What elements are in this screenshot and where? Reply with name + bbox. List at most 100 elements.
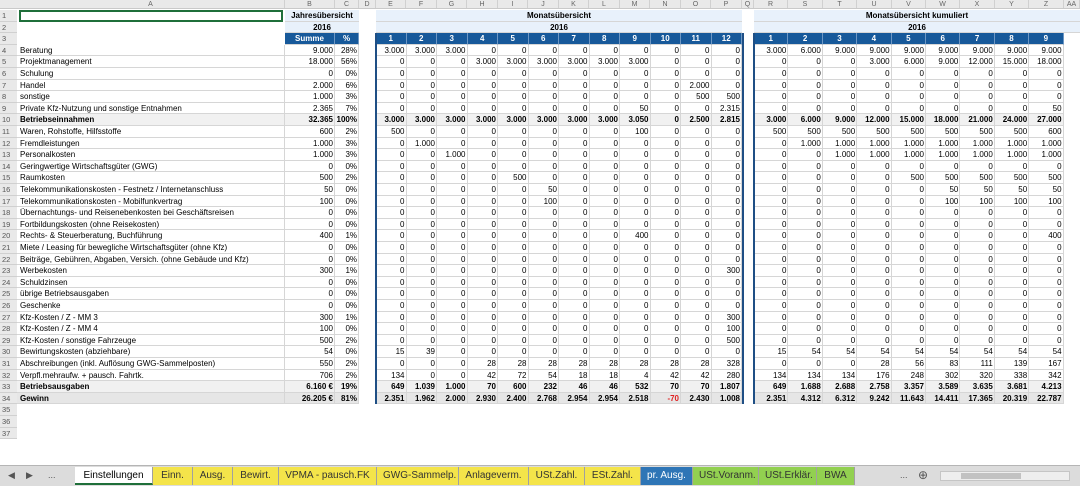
row-label[interactable]: Telekommunikationskosten - Mobilfunkvert…: [17, 195, 285, 208]
month-cell[interactable]: 0: [589, 149, 620, 161]
kum-cell[interactable]: 0: [1029, 323, 1064, 335]
kum-cell[interactable]: 0: [960, 334, 995, 347]
kum-cell[interactable]: 0: [1029, 160, 1064, 173]
month-cell[interactable]: 0: [406, 230, 437, 242]
month-cell[interactable]: 0: [376, 230, 407, 242]
month-cell[interactable]: 3.000: [559, 56, 590, 68]
month-cell[interactable]: 0: [650, 102, 681, 115]
spreadsheet-grid[interactable]: 1 Jahresübersicht Monatsübersicht Monatsübe…: [0, 10, 1080, 445]
month-cell[interactable]: 39: [406, 346, 437, 358]
month-cell[interactable]: 3.000: [376, 114, 407, 126]
month-cell[interactable]: 0: [467, 184, 498, 196]
kum-cell[interactable]: 248: [891, 369, 926, 382]
month-cell[interactable]: 0: [559, 207, 590, 219]
month-cell[interactable]: 0: [620, 195, 651, 208]
kum-cell[interactable]: 500: [960, 126, 995, 138]
sum-cell[interactable]: 50: [285, 184, 335, 196]
kum-cell[interactable]: 0: [926, 207, 961, 219]
kum-cell[interactable]: 9.000: [857, 44, 892, 57]
month-cell[interactable]: 0: [620, 44, 651, 57]
row-number[interactable]: 8: [0, 91, 17, 103]
month-cell[interactable]: 0: [589, 79, 620, 92]
month-cell[interactable]: 0: [406, 276, 437, 289]
sum-cell[interactable]: 6.160 €: [285, 381, 335, 393]
month-cell[interactable]: 0: [711, 126, 742, 138]
kum-cell[interactable]: 0: [788, 300, 823, 312]
kum-cell[interactable]: 1.688: [788, 381, 823, 393]
month-cell[interactable]: 0: [437, 253, 468, 266]
row-number[interactable]: 26: [0, 300, 17, 312]
month-cell[interactable]: 0: [650, 311, 681, 324]
kum-cell[interactable]: 0: [891, 160, 926, 173]
month-cell[interactable]: 1.000: [406, 137, 437, 150]
kum-cell[interactable]: 0: [754, 242, 789, 254]
kum-month-header[interactable]: 9: [1029, 33, 1064, 45]
month-cell[interactable]: 134: [376, 369, 407, 382]
month-cell[interactable]: 0: [437, 195, 468, 208]
month-cell[interactable]: 0: [528, 149, 559, 161]
month-cell[interactable]: 0: [498, 346, 529, 358]
month-cell[interactable]: 0: [559, 230, 590, 242]
month-cell[interactable]: 0: [467, 207, 498, 219]
month-cell[interactable]: 0: [681, 56, 712, 68]
month-cell[interactable]: 0: [437, 358, 468, 370]
kum-cell[interactable]: 0: [891, 288, 926, 300]
kum-cell[interactable]: 0: [960, 230, 995, 242]
month-cell[interactable]: 0: [559, 311, 590, 324]
month-cell[interactable]: 0: [467, 195, 498, 208]
kum-cell[interactable]: 0: [926, 218, 961, 231]
month-cell[interactable]: 0: [681, 102, 712, 115]
month-cell[interactable]: 0: [467, 79, 498, 92]
kum-cell[interactable]: 100: [1029, 195, 1064, 208]
kum-cell[interactable]: 1.000: [926, 137, 961, 150]
month-cell[interactable]: 15: [376, 346, 407, 358]
month-cell[interactable]: 0: [620, 334, 651, 347]
percent-cell[interactable]: 0%: [335, 68, 359, 80]
jahres-year[interactable]: 2016: [285, 21, 359, 34]
kum-cell[interactable]: 0: [926, 68, 961, 80]
sum-cell[interactable]: 500: [285, 172, 335, 184]
month-cell[interactable]: 0: [528, 44, 559, 57]
kum-cell[interactable]: 20.319: [994, 392, 1030, 405]
month-cell[interactable]: 0: [681, 311, 712, 324]
row-label[interactable]: Miete / Leasing für bewegliche Wirtschaf…: [17, 242, 285, 254]
sum-cell[interactable]: 9.000: [285, 44, 335, 57]
kum-cell[interactable]: 0: [994, 334, 1030, 347]
kum-cell[interactable]: 54: [788, 346, 823, 358]
month-cell[interactable]: 100: [528, 195, 559, 208]
kum-cell[interactable]: 3.000: [857, 56, 892, 68]
month-cell[interactable]: 532: [620, 381, 651, 393]
month-cell[interactable]: 0: [528, 288, 559, 300]
kum-cell[interactable]: 100: [994, 195, 1030, 208]
month-cell[interactable]: 50: [620, 102, 651, 115]
month-cell[interactable]: 300: [711, 311, 742, 324]
kum-cell[interactable]: 54: [960, 346, 995, 358]
month-cell[interactable]: 0: [376, 207, 407, 219]
kum-cell[interactable]: 0: [822, 160, 858, 173]
sum-cell[interactable]: 26.205 €: [285, 392, 335, 405]
month-cell[interactable]: 0: [559, 334, 590, 347]
month-cell[interactable]: 0: [406, 218, 437, 231]
kum-cell[interactable]: 0: [926, 265, 961, 277]
month-cell[interactable]: 0: [528, 253, 559, 266]
kum-cell[interactable]: 0: [754, 137, 789, 150]
kum-cell[interactable]: 0: [754, 218, 789, 231]
month-cell[interactable]: 0: [437, 137, 468, 150]
kum-month-header[interactable]: 6: [926, 33, 961, 45]
month-cell[interactable]: 0: [437, 56, 468, 68]
tab-next-icon[interactable]: ▶: [26, 470, 33, 480]
kum-cell[interactable]: 0: [788, 56, 823, 68]
kum-cell[interactable]: 0: [926, 334, 961, 347]
percent-cell[interactable]: 0%: [335, 276, 359, 289]
month-cell[interactable]: 1.000: [437, 381, 468, 393]
kum-cell[interactable]: 500: [960, 172, 995, 184]
kum-cell[interactable]: 0: [822, 323, 858, 335]
month-cell[interactable]: 0: [559, 137, 590, 150]
row-number[interactable]: 21: [0, 242, 17, 254]
kum-cell[interactable]: 0: [926, 311, 961, 324]
kum-cell[interactable]: 0: [788, 242, 823, 254]
kum-cell[interactable]: 1.000: [1029, 137, 1064, 150]
kum-cell[interactable]: 500: [994, 172, 1030, 184]
month-cell[interactable]: 2.500: [681, 114, 712, 126]
kum-cell[interactable]: 0: [754, 311, 789, 324]
